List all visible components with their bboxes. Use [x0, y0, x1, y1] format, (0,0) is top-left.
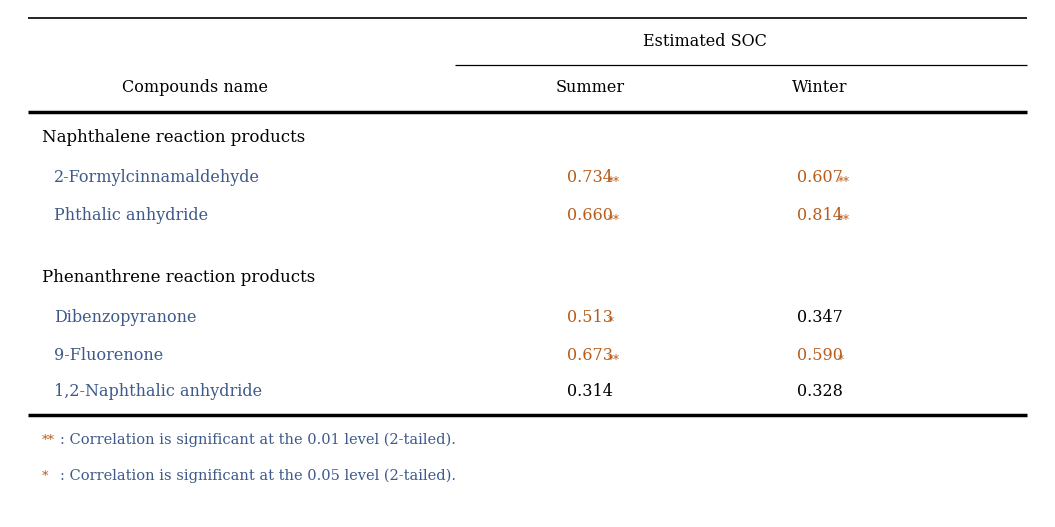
Text: **: ** — [42, 434, 55, 446]
Text: **: ** — [608, 354, 619, 366]
Text: **: ** — [608, 213, 619, 227]
Text: Dibenzopyranone: Dibenzopyranone — [54, 309, 196, 327]
Text: 2-Formylcinnamaldehyde: 2-Formylcinnamaldehyde — [54, 170, 260, 187]
Text: *: * — [838, 354, 844, 366]
Text: 0.814: 0.814 — [798, 207, 843, 223]
Text: **: ** — [838, 177, 849, 190]
Text: 0.513: 0.513 — [567, 309, 613, 327]
Text: Naphthalene reaction products: Naphthalene reaction products — [42, 130, 305, 147]
Text: : Correlation is significant at the 0.01 level (2-tailed).: : Correlation is significant at the 0.01… — [60, 433, 456, 447]
Text: **: ** — [608, 177, 619, 190]
Text: : Correlation is significant at the 0.05 level (2-tailed).: : Correlation is significant at the 0.05… — [60, 469, 456, 483]
Text: 0.607: 0.607 — [798, 170, 843, 187]
Text: Estimated SOC: Estimated SOC — [644, 34, 767, 51]
Text: *: * — [608, 317, 614, 329]
Text: 0.734: 0.734 — [568, 170, 613, 187]
Text: Phthalic anhydride: Phthalic anhydride — [54, 207, 208, 223]
Text: 0.328: 0.328 — [798, 384, 843, 401]
Text: 0.660: 0.660 — [568, 207, 613, 223]
Text: 0.314: 0.314 — [568, 384, 613, 401]
Text: 0.347: 0.347 — [798, 309, 843, 327]
Text: *: * — [42, 470, 49, 483]
Text: 0.673: 0.673 — [567, 346, 613, 364]
Text: Phenanthrene reaction products: Phenanthrene reaction products — [42, 269, 315, 287]
Text: 1,2-Naphthalic anhydride: 1,2-Naphthalic anhydride — [54, 384, 262, 401]
Text: Compounds name: Compounds name — [122, 80, 268, 96]
Text: 9-Fluorenone: 9-Fluorenone — [54, 346, 164, 364]
Text: Summer: Summer — [555, 80, 625, 96]
Text: Winter: Winter — [792, 80, 848, 96]
Text: **: ** — [838, 213, 849, 227]
Text: 0.590: 0.590 — [798, 346, 843, 364]
